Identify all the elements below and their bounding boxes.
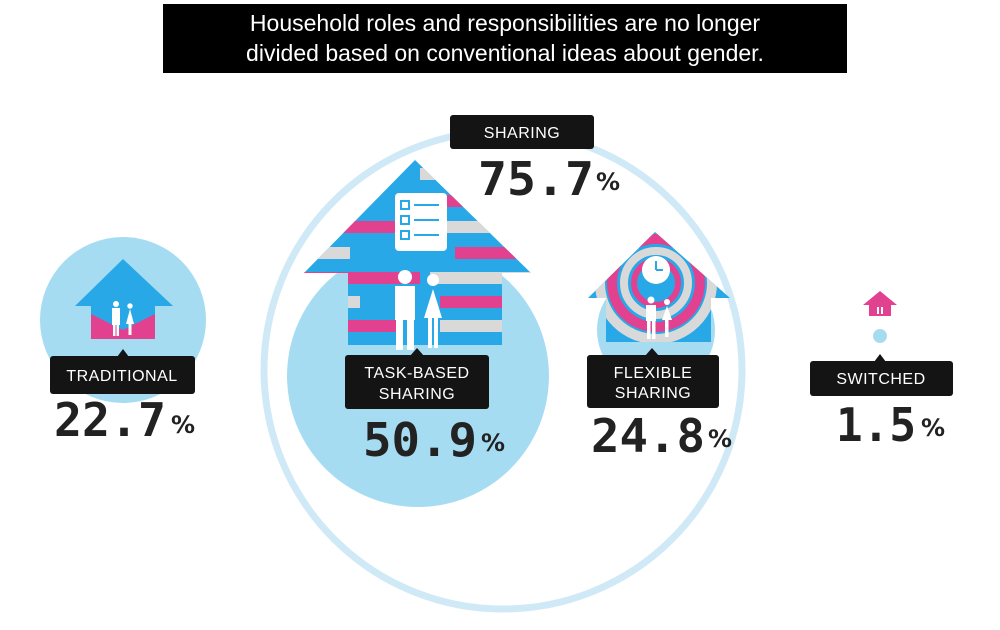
checklist-icon — [395, 193, 447, 251]
title-line-2: divided based on conventional ideas abou… — [246, 40, 764, 66]
sharing-value: 75.7 % — [478, 152, 620, 206]
svg-text:%: % — [921, 414, 945, 442]
sharing-label: SHARING — [450, 115, 594, 149]
svg-text:SWITCHED: SWITCHED — [836, 371, 925, 388]
clock-icon — [642, 256, 670, 284]
svg-text:%: % — [596, 168, 620, 196]
title-line-1: Household roles and responsibilities are… — [250, 10, 760, 36]
svg-text:1.5: 1.5 — [836, 398, 916, 452]
svg-text:TRADITIONAL: TRADITIONAL — [66, 368, 177, 385]
svg-text:TASK-BASED: TASK-BASED — [364, 365, 469, 382]
svg-text:50.9: 50.9 — [363, 413, 477, 467]
svg-text:75.7: 75.7 — [478, 152, 594, 206]
svg-text:%: % — [481, 429, 505, 457]
title-banner — [163, 4, 847, 73]
task-based-sharing-label: TASK-BASED SHARING — [345, 348, 489, 409]
switched-bubble — [873, 329, 887, 343]
switched-label: SWITCHED — [810, 354, 953, 396]
traditional-house-icon — [75, 259, 173, 339]
couple-icon — [395, 270, 442, 350]
svg-text:22.7: 22.7 — [54, 393, 166, 447]
flexible-value: 24.8 % — [591, 409, 732, 463]
flexible-sharing-label: FLEXIBLE SHARING — [587, 348, 719, 408]
svg-text:%: % — [708, 425, 732, 453]
couple-icon — [646, 296, 672, 339]
svg-text:24.8: 24.8 — [591, 409, 705, 463]
svg-text:FLEXIBLE: FLEXIBLE — [614, 365, 693, 382]
couple-icon — [112, 301, 134, 336]
svg-text:SHARING: SHARING — [379, 386, 455, 403]
svg-text:%: % — [171, 411, 195, 439]
traditional-value: 22.7 % — [54, 393, 195, 447]
svg-text:SHARING: SHARING — [615, 385, 691, 402]
task-based-value: 50.9 % — [363, 413, 505, 467]
switched-value: 1.5 % — [836, 398, 945, 452]
traditional-label: TRADITIONAL — [50, 349, 195, 394]
svg-text:SHARING: SHARING — [484, 125, 560, 142]
switched-house-icon — [863, 291, 897, 316]
